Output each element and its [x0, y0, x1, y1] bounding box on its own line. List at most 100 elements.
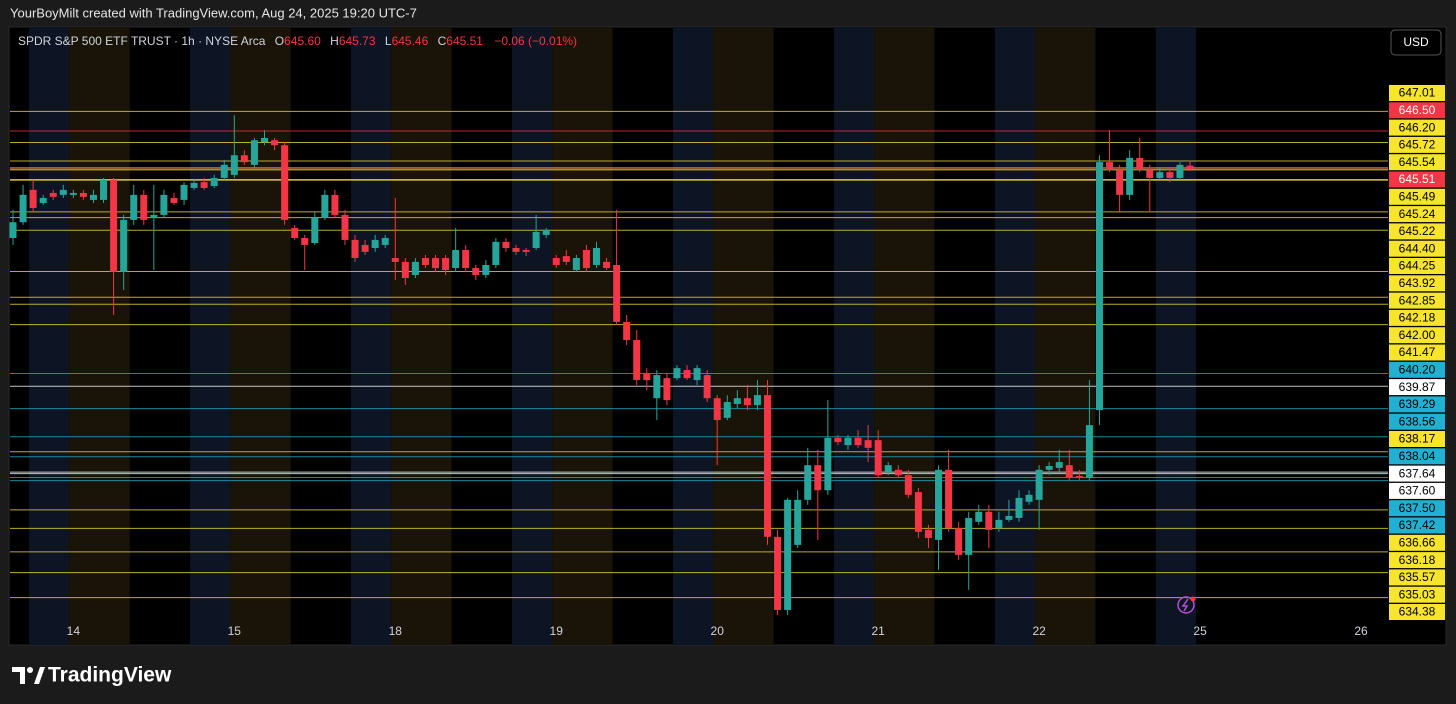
- level-label: 644.40: [1399, 241, 1436, 255]
- level-label: 638.17: [1399, 432, 1436, 446]
- level-label: 642.00: [1399, 328, 1436, 342]
- candle-body: [472, 268, 480, 275]
- price-axis: 647.01 646.50 646.20 645.72 645.54 645.51 645.…: [1389, 85, 1445, 620]
- candle-body: [69, 192, 77, 195]
- logo-mark: [27, 667, 33, 673]
- candle-body: [1106, 162, 1114, 170]
- level-label: 637.42: [1399, 518, 1436, 532]
- candle-body: [955, 527, 963, 555]
- candle-body: [703, 375, 711, 399]
- level-label: 645.24: [1399, 207, 1436, 221]
- candle-body: [250, 140, 258, 165]
- candle-body: [482, 264, 490, 275]
- candle-body: [603, 261, 611, 269]
- candle-body: [723, 402, 731, 418]
- candle-body: [1065, 465, 1073, 478]
- level-tag: [1389, 396, 1445, 413]
- level-label: 645.51: [1399, 172, 1436, 186]
- level-label: 646.20: [1399, 120, 1436, 134]
- level-label: 639.87: [1399, 380, 1436, 394]
- level-label: 639.29: [1399, 397, 1436, 411]
- premarket-band: [511, 27, 553, 645]
- level-tag: [1389, 154, 1445, 171]
- x-tick-label: 22: [1032, 624, 1046, 638]
- symbol: SPDR S&P 500 ETF TRUST · 1h · NYSE Arca: [18, 34, 266, 48]
- candle-body: [120, 219, 128, 272]
- candle-body: [140, 194, 148, 220]
- candle-body: [452, 249, 460, 269]
- level-tag: [1389, 586, 1445, 603]
- level-tag: [1389, 292, 1445, 309]
- premarket-band: [351, 27, 392, 645]
- level-tag: [1389, 188, 1445, 205]
- x-tick-label: 14: [67, 624, 81, 638]
- premarket-band: [190, 27, 231, 645]
- candle-body: [321, 194, 329, 218]
- level-label: 647.01: [1399, 86, 1436, 100]
- alert-bolt[interactable]: [1181, 598, 1189, 612]
- x-tick-label: 20: [711, 624, 725, 638]
- candle-body: [442, 258, 450, 270]
- level-tag: [1389, 119, 1445, 136]
- level-tag: [1389, 534, 1445, 551]
- legend-key: O: [275, 34, 284, 48]
- candle-body: [844, 437, 852, 446]
- candle-body: [291, 227, 299, 239]
- candle-body: [894, 469, 902, 476]
- level-tag: [1389, 309, 1445, 326]
- alert-circle[interactable]: [1177, 596, 1195, 614]
- currency-button[interactable]: USD: [1390, 29, 1442, 56]
- candle-body: [1166, 172, 1174, 178]
- candle-body: [1045, 465, 1053, 470]
- candle-body: [924, 529, 932, 538]
- candle-body: [582, 249, 590, 269]
- candle-body: [391, 258, 399, 262]
- level-tag: [1389, 482, 1445, 499]
- level-tag: [1389, 136, 1445, 153]
- candle-body: [230, 155, 238, 175]
- candle-body: [210, 177, 218, 187]
- candle-body: [592, 248, 600, 265]
- attribution: YourBoyMilt created with TradingView.com…: [10, 5, 417, 20]
- candle-body: [884, 465, 892, 473]
- level-tag: [1389, 275, 1445, 292]
- candle-body: [824, 437, 832, 491]
- alert-icon[interactable]: [1177, 596, 1196, 614]
- level-tag: [1389, 517, 1445, 534]
- level-tag: [1389, 327, 1445, 344]
- candle-body: [9, 222, 17, 239]
- currency-label[interactable]: USD: [1403, 35, 1429, 49]
- candle-body: [100, 179, 108, 200]
- candle-body: [854, 437, 862, 446]
- level-tag: [1389, 85, 1445, 101]
- candle-body: [774, 536, 782, 610]
- candle-body: [1136, 157, 1144, 170]
- level-tag: [1389, 500, 1445, 517]
- candle-body: [653, 375, 661, 399]
- candle-body: [401, 261, 409, 279]
- candle-body: [1116, 169, 1124, 195]
- legend-value: 645.73: [339, 34, 376, 48]
- candle-body: [975, 511, 983, 522]
- candle-body: [995, 519, 1003, 528]
- candle-body: [1055, 462, 1063, 468]
- x-tick-label: 19: [550, 624, 564, 638]
- level-label: 637.50: [1399, 501, 1436, 515]
- session-band: [713, 27, 774, 645]
- x-tick-label: 26: [1354, 624, 1368, 638]
- candle-body: [804, 465, 812, 500]
- session-band: [230, 27, 291, 645]
- alert-dot[interactable]: [1190, 596, 1196, 602]
- currency-button-frame[interactable]: [1390, 29, 1442, 56]
- level-label: 643.92: [1399, 276, 1436, 290]
- candle-body: [733, 398, 741, 404]
- candle-body: [160, 194, 168, 215]
- candle-body: [1146, 169, 1154, 178]
- level-label: 636.66: [1399, 535, 1436, 549]
- candle-body: [1075, 475, 1083, 478]
- legend-key: H: [330, 34, 339, 48]
- candle-body: [240, 155, 248, 163]
- level-label: 635.03: [1399, 587, 1436, 601]
- candle-body: [794, 499, 802, 545]
